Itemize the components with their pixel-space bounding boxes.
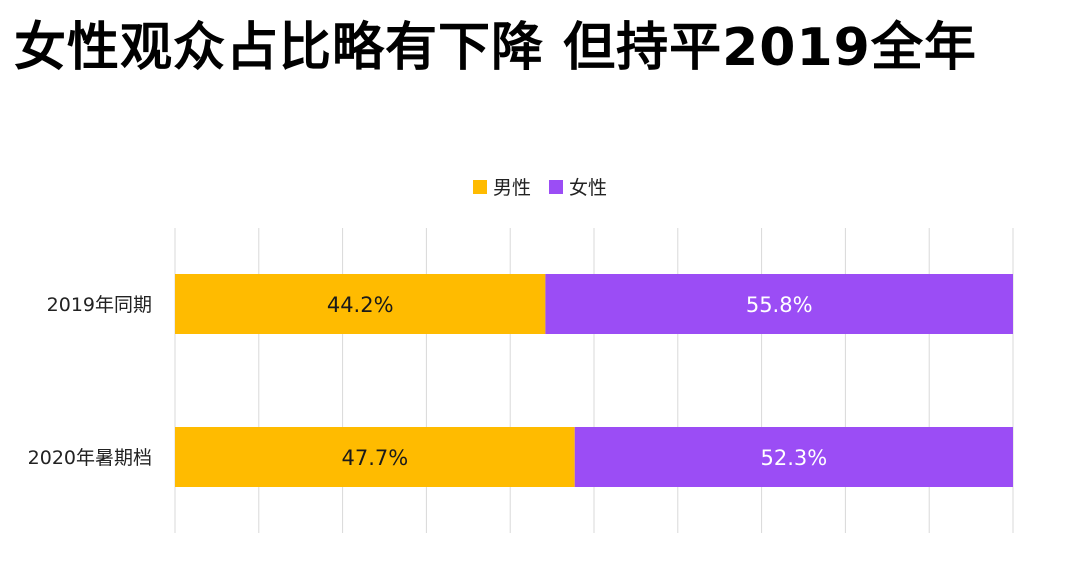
- legend-swatch-female: [549, 179, 563, 194]
- legend-item-female: 女性: [549, 173, 607, 200]
- legend-item-male: 男性: [472, 173, 531, 200]
- data-label: 47.7%: [342, 446, 409, 470]
- legend: 男性 女性: [0, 173, 1080, 200]
- data-label: 55.8%: [746, 293, 813, 317]
- legend-label-female: 女性: [569, 177, 608, 199]
- legend-swatch-male: [472, 179, 487, 194]
- chart-title: 女性观众占比略有下降 但持平2019全年: [14, 18, 977, 78]
- legend-label-male: 男性: [492, 177, 531, 199]
- bar-male: [175, 274, 546, 334]
- data-label: 52.3%: [761, 446, 828, 470]
- bar-male: [175, 427, 575, 487]
- category-label: 2020年暑期档: [28, 447, 152, 469]
- data-label: 44.2%: [327, 293, 394, 317]
- category-label: 2019年同期: [47, 294, 152, 316]
- bar-female: [545, 274, 1013, 334]
- bar-female: [574, 427, 1013, 487]
